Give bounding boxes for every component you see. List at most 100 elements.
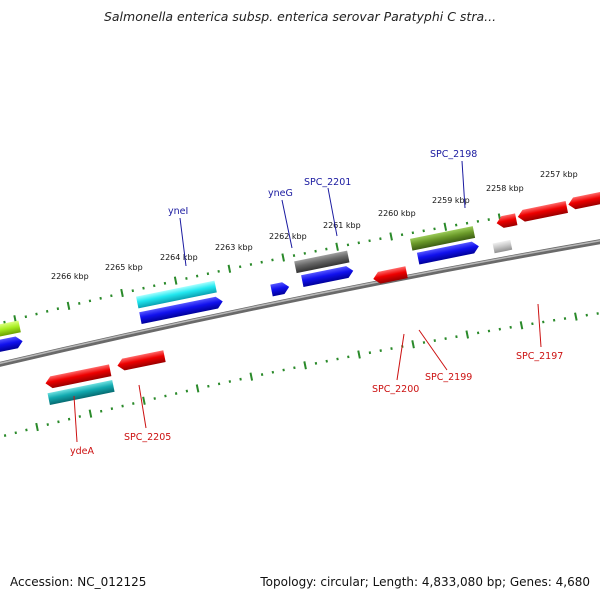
reverse-gene-arrow-icon[interactable] [372, 266, 408, 285]
major-tick [249, 372, 254, 381]
minor-tick [444, 337, 447, 341]
minor-tick [476, 331, 480, 335]
minor-tick [131, 289, 135, 293]
gene-block-icon[interactable] [136, 280, 217, 309]
minor-tick [314, 361, 318, 365]
minor-tick [346, 243, 350, 247]
major-tick [335, 242, 339, 251]
tick-label: 2263 kbp [215, 243, 253, 252]
accession-text: Accession: NC_012125 [10, 575, 147, 589]
minor-tick [110, 407, 114, 411]
minor-tick [509, 325, 512, 329]
minor-tick [465, 221, 469, 225]
gene-label-spc-2199[interactable]: SPC_2199 [425, 372, 472, 383]
tick-label: 2261 kbp [323, 221, 361, 230]
reverse-gene-arrow-icon[interactable] [44, 364, 112, 389]
tick-label: 2258 kbp [486, 184, 524, 193]
gene-label-spc-2201[interactable]: SPC_2201 [304, 177, 351, 188]
minor-tick [379, 349, 382, 353]
gene-block-icon[interactable] [0, 320, 21, 340]
gene-label-yneg[interactable]: yneG [268, 188, 293, 199]
topology-summary: Topology: circular; Length: 4,833,080 bp… [260, 575, 590, 589]
minor-tick [487, 218, 490, 221]
minor-tick [390, 347, 393, 350]
tick-label: 2262 kbp [269, 232, 307, 241]
reverse-gene-arrow-icon[interactable] [116, 350, 166, 371]
minor-tick [56, 307, 60, 311]
minor-tick [357, 241, 361, 245]
map-body [0, 187, 600, 437]
minor-tick [228, 380, 232, 383]
forward-gene-track [0, 226, 513, 355]
minor-tick [3, 320, 6, 324]
minor-tick [153, 397, 156, 400]
major-tick [303, 361, 307, 370]
minor-tick [260, 373, 264, 376]
minor-tick [174, 392, 178, 395]
map-title: Salmonella enterica subsp. enterica sero… [103, 9, 497, 24]
minor-tick [260, 260, 263, 264]
minor-tick [271, 258, 274, 262]
minor-tick [292, 254, 296, 257]
minor-tick [271, 370, 275, 374]
minor-tick [596, 312, 599, 315]
minor-tick [185, 389, 189, 393]
gene-label-spc-2205[interactable]: SPC_2205 [124, 432, 171, 443]
tick-label: 2265 kbp [105, 263, 143, 272]
minor-tick [78, 302, 81, 305]
reverse-gene-arrow-icon[interactable] [567, 187, 600, 210]
gene-label-spc-2197[interactable]: SPC_2197 [516, 351, 563, 362]
minor-tick [78, 415, 82, 418]
minor-tick [552, 318, 556, 322]
major-tick [142, 396, 146, 405]
minor-tick [142, 286, 145, 290]
minor-tick [24, 315, 28, 319]
minor-tick [46, 423, 49, 426]
tick-label: 2257 kbp [540, 170, 578, 179]
minor-tick [121, 404, 124, 408]
reverse-gene-labels: SPC_2197 SPC_2199 SPC_2200 SPC_2205 ydeA [70, 303, 563, 457]
minor-tick [325, 247, 328, 251]
gene-label-spc-2198[interactable]: SPC_2198 [430, 149, 477, 160]
forward-gene-arrow-icon[interactable] [139, 296, 224, 325]
major-tick [465, 330, 470, 339]
minor-tick [25, 428, 28, 432]
minor-tick [368, 351, 372, 355]
gene-block-icon[interactable] [294, 250, 350, 274]
minor-tick [249, 263, 253, 266]
gene-block-icon[interactable] [410, 226, 476, 251]
minor-tick [563, 317, 567, 320]
reverse-gene-arrow-icon[interactable] [495, 213, 518, 229]
major-tick [173, 276, 178, 285]
tick-label: 2259 kbp [432, 196, 470, 205]
minor-tick [239, 377, 242, 381]
gene-block-icon[interactable] [492, 239, 513, 254]
minor-tick [400, 233, 404, 237]
reverse-gene-arrow-icon[interactable] [517, 201, 568, 223]
major-tick [195, 384, 200, 393]
major-tick [227, 264, 232, 273]
forward-gene-arrow-icon[interactable] [416, 240, 480, 265]
minor-tick [498, 327, 502, 331]
forward-gene-arrow-icon[interactable] [0, 335, 24, 355]
minor-tick [454, 223, 458, 227]
minor-tick [163, 281, 167, 285]
gene-block-icon[interactable] [47, 380, 115, 405]
minor-tick [99, 296, 102, 300]
gene-label-spc-2200[interactable]: SPC_2200 [372, 384, 419, 395]
forward-gene-arrow-icon[interactable] [301, 265, 354, 288]
gene-label-ydea[interactable]: ydeA [70, 446, 94, 457]
minor-tick [347, 355, 350, 359]
minor-tick [379, 237, 382, 241]
minor-tick [207, 384, 210, 388]
gene-label-ynei[interactable]: yneI [168, 206, 188, 217]
minor-tick [132, 402, 135, 405]
forward-gene-arrow-icon[interactable] [270, 281, 290, 297]
major-tick [389, 232, 393, 241]
major-tick [443, 222, 448, 231]
minor-tick [14, 431, 17, 435]
major-tick [281, 253, 285, 262]
major-tick [411, 340, 415, 349]
minor-tick [153, 284, 156, 288]
